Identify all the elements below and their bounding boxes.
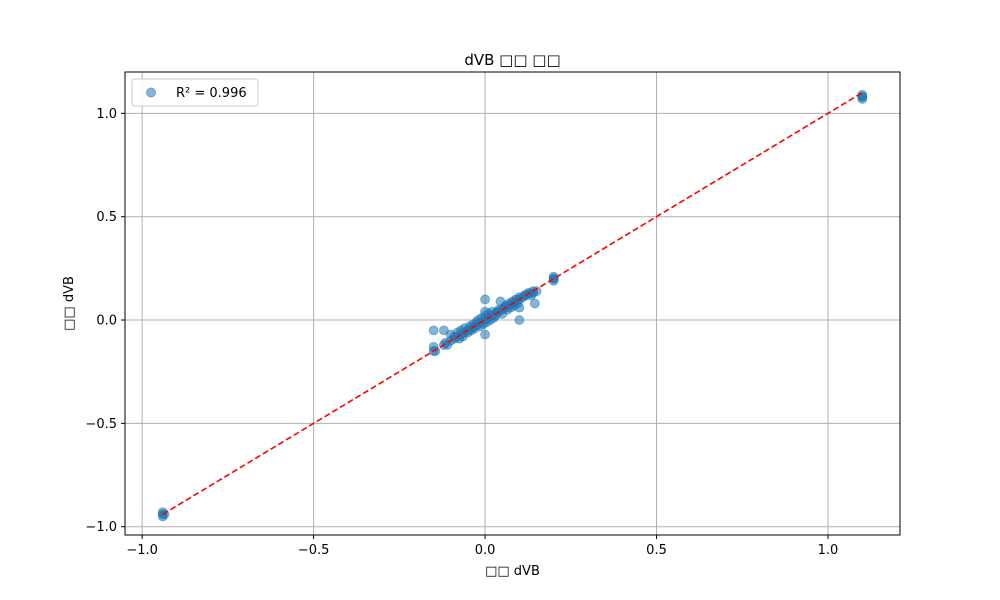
x-tick-label: 1.0 — [818, 543, 839, 558]
axis-ticks: −1.0 −0.5 0.0 0.5 1.0 −1.0 −0.5 0.0 0.5 1.0 — [85, 107, 838, 558]
legend-label: R² = 0.996 — [176, 86, 247, 101]
scatter-point — [428, 325, 439, 336]
x-tick-label: 0.0 — [475, 543, 496, 558]
plot-frame — [124, 71, 901, 536]
y-tick-label: −0.5 — [85, 417, 117, 432]
y-tick-label: −1.0 — [85, 520, 117, 535]
x-tick-label: 0.5 — [646, 543, 667, 558]
x-axis-title: □□ dVB — [485, 564, 540, 579]
y-axis-title: □□ dVB — [62, 276, 77, 331]
legend-box — [131, 78, 259, 107]
fit-line — [162, 91, 863, 516]
y-tick-label: 1.0 — [96, 107, 117, 122]
y-tick-label: 0.5 — [96, 210, 117, 225]
y-tick-label: 0.0 — [96, 314, 117, 329]
scatter-point — [514, 315, 525, 325]
x-tick-label: −1.0 — [126, 543, 158, 558]
scatter-point — [529, 298, 540, 309]
chart-title: dVB □□ □□ — [464, 51, 560, 69]
scatter-point — [514, 302, 525, 313]
scatter-point — [480, 329, 490, 340]
legend: R² = 0.996 — [131, 78, 259, 107]
scatter-point — [531, 286, 542, 296]
x-tick-label: −0.5 — [298, 543, 330, 558]
grid — [125, 72, 900, 535]
plot-series — [157, 89, 868, 522]
scatter-point — [480, 294, 490, 305]
legend-marker — [146, 87, 156, 98]
